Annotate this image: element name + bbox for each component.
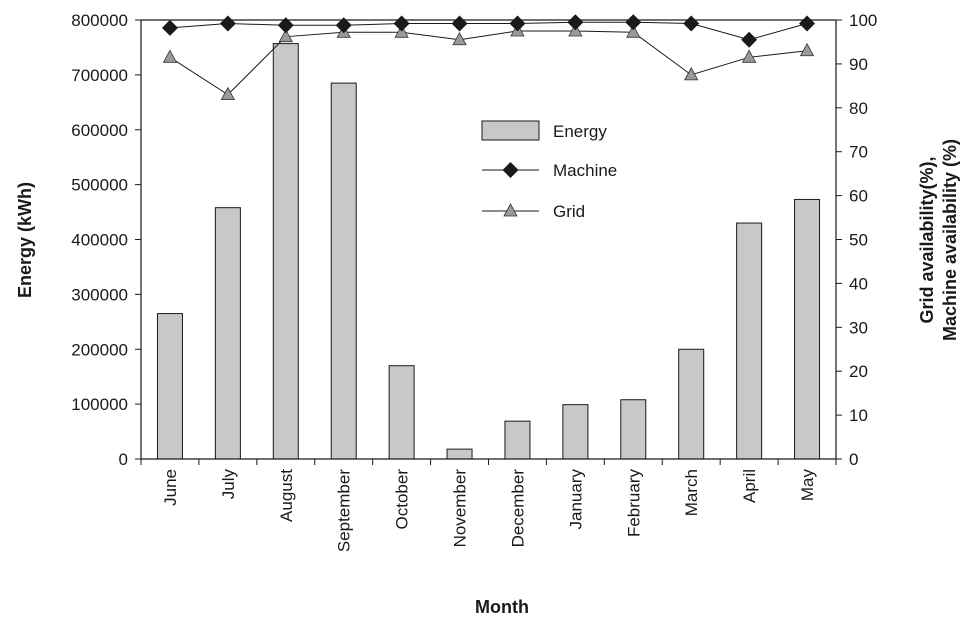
machine-line (169, 21, 808, 41)
x-ticks: June July August September October November De… (140, 459, 837, 552)
x-tick-label: March (682, 469, 701, 516)
x-tick-label: July (219, 469, 238, 500)
left-y-ticks: 0 100000 200000 300000 400000 500000 600000 700… (71, 11, 141, 469)
machine-point (567, 14, 584, 31)
plot-area (156, 14, 821, 460)
energy-bar (562, 404, 589, 460)
machine-point (683, 15, 700, 32)
legend-energy-label: Energy (553, 122, 607, 141)
x-tick-label: May (798, 469, 817, 502)
machine-point (277, 17, 294, 34)
energy-bar (330, 82, 357, 460)
right-tick-label: 10 (849, 406, 868, 425)
legend-grid-marker (503, 203, 518, 217)
right-tick-label: 60 (849, 187, 868, 206)
energy-bar (214, 207, 241, 460)
left-y-axis-title: Energy (kWh) (15, 182, 35, 298)
x-axis-title: Month (475, 597, 529, 617)
energy-bar (388, 365, 415, 460)
right-tick-label: 100 (849, 11, 877, 30)
grid-point (452, 31, 467, 46)
machine-point (625, 14, 642, 31)
energy-bar (736, 222, 763, 460)
left-tick-label: 0 (119, 450, 128, 469)
left-tick-label: 800000 (71, 11, 128, 30)
grid-point (278, 28, 293, 43)
grid-point (684, 67, 699, 81)
grid-point (220, 86, 236, 101)
energy-bar (272, 43, 299, 460)
energy-bar (678, 348, 705, 460)
machine-point (161, 19, 178, 36)
right-tick-label: 80 (849, 99, 868, 118)
machine-point (509, 15, 526, 32)
machine-point (393, 15, 410, 32)
right-y-ticks: 0 10 20 30 40 50 60 70 80 90 100 (836, 11, 877, 469)
x-tick-label: August (277, 469, 296, 522)
legend-energy-swatch (481, 120, 540, 141)
energy-bar (620, 399, 647, 460)
left-tick-label: 700000 (71, 66, 128, 85)
energy-bar (446, 448, 473, 460)
left-tick-label: 200000 (71, 340, 128, 359)
grid-point (799, 42, 815, 57)
right-tick-label: 20 (849, 362, 868, 381)
grid-line (169, 30, 808, 96)
x-tick-label: October (393, 469, 412, 530)
grid-point (741, 49, 757, 63)
x-tick-label: June (161, 469, 180, 506)
right-tick-label: 50 (849, 231, 868, 250)
legend-machine-marker (502, 162, 519, 178)
machine-series (161, 14, 816, 48)
machine-point (451, 15, 468, 32)
grid-point (626, 24, 641, 38)
machine-point (335, 17, 352, 34)
energy-bar (504, 420, 531, 460)
legend: Energy Machine Grid (481, 120, 617, 221)
left-tick-label: 400000 (71, 231, 128, 250)
grid-point (162, 49, 178, 63)
right-y-axis-title-line2: Machine availability (%) (940, 139, 960, 341)
right-y-axis-title-line1: Grid availability(%), (917, 156, 937, 323)
x-tick-label: January (566, 469, 585, 530)
energy-bar (156, 313, 183, 460)
right-tick-label: 30 (849, 318, 868, 337)
x-tick-label: April (740, 469, 759, 503)
legend-grid-label: Grid (553, 202, 585, 221)
left-tick-label: 100000 (71, 395, 128, 414)
right-tick-label: 90 (849, 55, 868, 74)
legend-machine-label: Machine (553, 161, 617, 180)
energy-bars (156, 43, 821, 460)
machine-point (219, 15, 236, 32)
energy-bar (794, 198, 821, 460)
x-tick-label: December (508, 469, 527, 548)
machine-point (799, 15, 816, 32)
left-tick-label: 300000 (71, 285, 128, 304)
left-tick-label: 500000 (71, 176, 128, 195)
x-tick-label: February (624, 469, 643, 538)
grid-series (162, 23, 815, 101)
right-tick-label: 70 (849, 143, 868, 162)
x-tick-label: November (451, 469, 470, 548)
machine-point (741, 31, 758, 48)
right-tick-label: 40 (849, 274, 868, 293)
right-tick-label: 0 (849, 450, 858, 469)
x-tick-label: September (335, 469, 354, 552)
left-tick-label: 600000 (71, 121, 128, 140)
